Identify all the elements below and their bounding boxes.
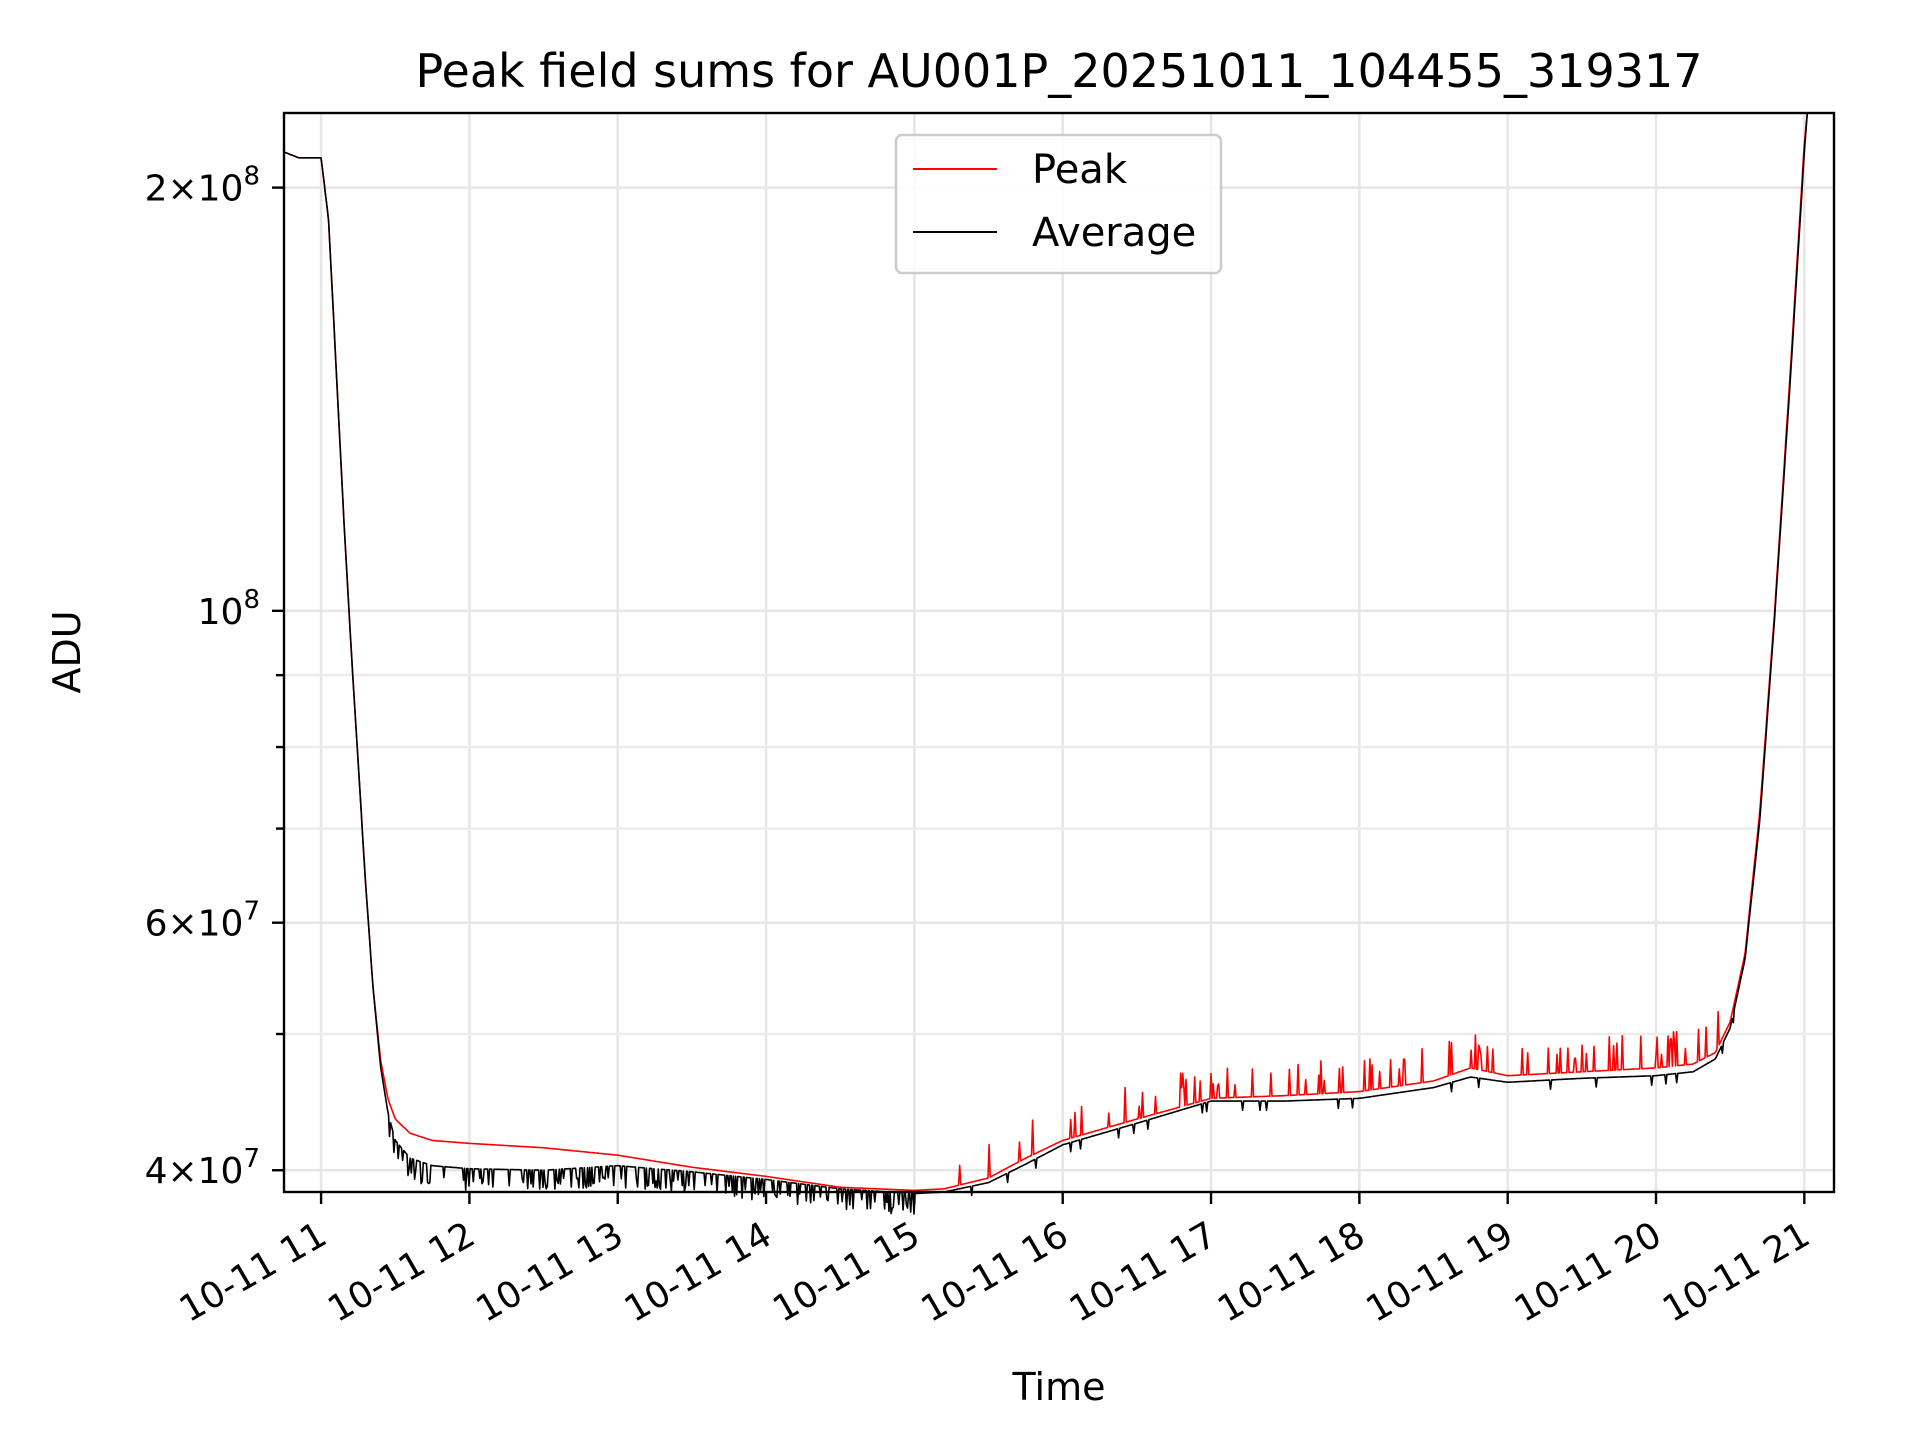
y-tick-label: 2×108 xyxy=(145,162,260,210)
x-tick-label: 10-11 21 xyxy=(1656,1214,1817,1330)
legend-label-average: Average xyxy=(1032,210,1196,256)
series-line-average xyxy=(283,112,1809,1215)
x-tick-label: 10-11 12 xyxy=(321,1214,482,1330)
series-layer xyxy=(283,112,1809,1215)
y-axis: 4×107 6×107 108 2×108 xyxy=(145,162,284,1192)
x-tick-label: 10-11 19 xyxy=(1360,1214,1521,1330)
chart-title: Peak field sums for AU001P_20251011_1044… xyxy=(415,44,1702,98)
y-tick-label: 108 xyxy=(198,585,260,633)
plot-frame xyxy=(282,111,1836,1194)
y-tick-label: 6×107 xyxy=(145,897,260,945)
y-tick-label: 4×107 xyxy=(145,1144,260,1192)
grid xyxy=(284,113,1834,1192)
legend: Peak Average xyxy=(894,133,1223,275)
x-tick-label: 10-11 13 xyxy=(470,1214,631,1330)
x-tick-label: 10-11 17 xyxy=(1063,1214,1224,1330)
series-line-peak xyxy=(283,112,1809,1192)
x-tick-label: 10-11 20 xyxy=(1508,1214,1669,1330)
x-tick-label: 10-11 15 xyxy=(766,1214,927,1330)
x-tick-label: 10-11 11 xyxy=(173,1214,334,1330)
legend-label-peak: Peak xyxy=(1032,147,1128,193)
x-axis-label: Time xyxy=(1012,1365,1106,1409)
y-axis-label: ADU xyxy=(45,610,89,693)
x-tick-label: 10-11 18 xyxy=(1211,1214,1372,1330)
x-tick-label: 10-11 14 xyxy=(618,1214,779,1330)
x-tick-label: 10-11 16 xyxy=(915,1214,1076,1330)
